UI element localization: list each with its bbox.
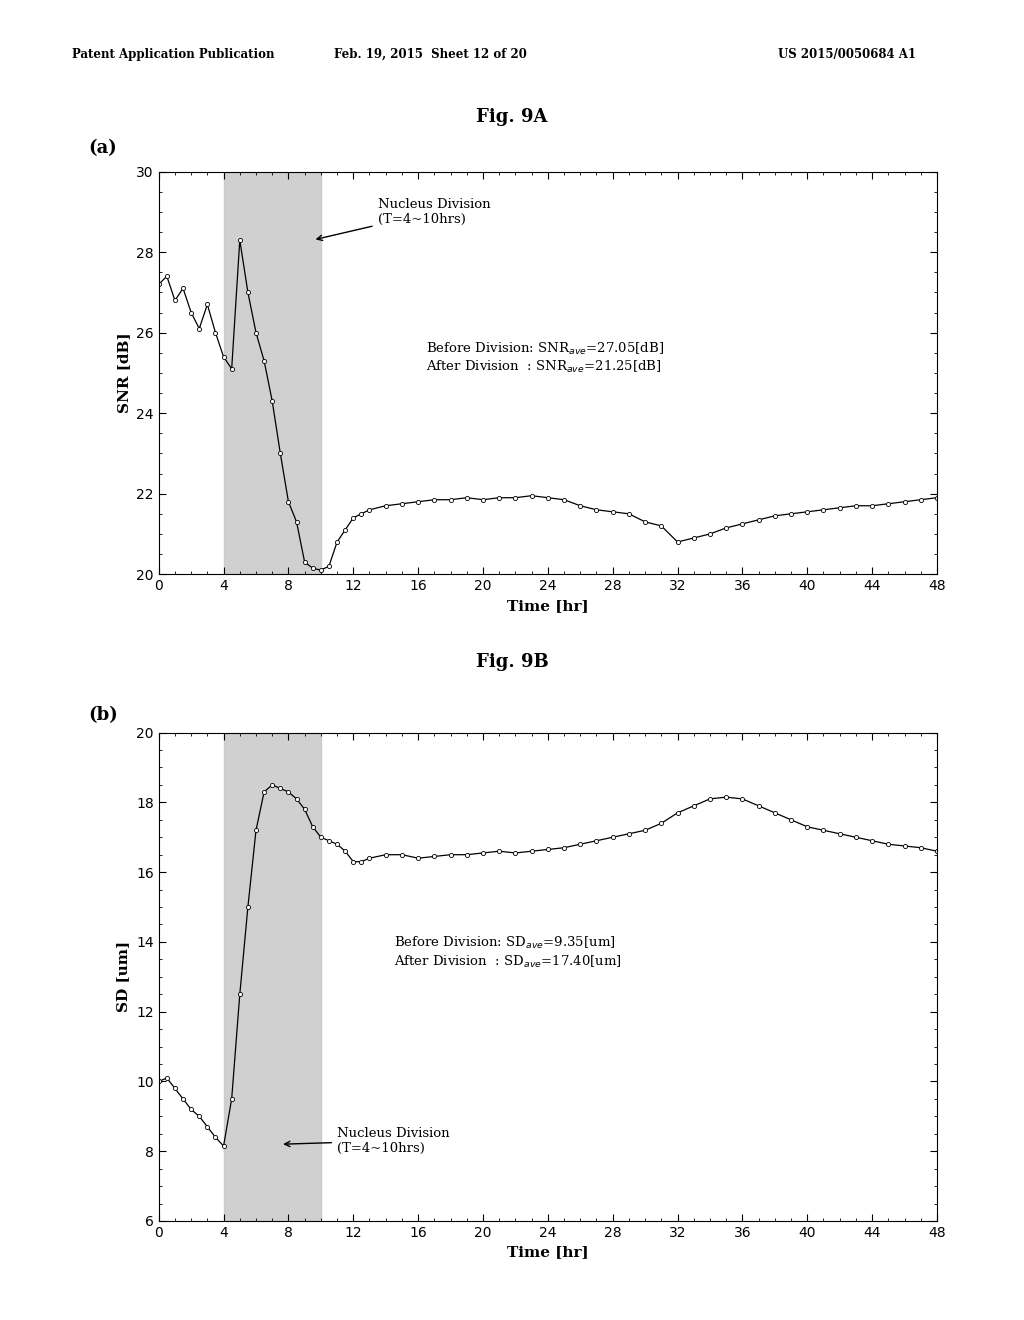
Text: US 2015/0050684 A1: US 2015/0050684 A1 <box>778 48 916 61</box>
Text: Before Division: SD$_{ave}$=9.35[um]
After Division  : SD$_{ave}$=17.40[um]: Before Division: SD$_{ave}$=9.35[um] Aft… <box>394 935 622 969</box>
Text: (b): (b) <box>89 706 119 723</box>
Bar <box>223 733 321 1221</box>
Text: Fig. 9A: Fig. 9A <box>476 108 548 127</box>
Text: Nucleus Division
(T=4~10hrs): Nucleus Division (T=4~10hrs) <box>285 1127 450 1155</box>
Y-axis label: SNR [dB]: SNR [dB] <box>117 333 131 413</box>
Bar <box>223 172 321 574</box>
Y-axis label: SD [um]: SD [um] <box>117 941 130 1012</box>
X-axis label: Time [hr]: Time [hr] <box>507 1245 589 1259</box>
Text: (a): (a) <box>89 140 118 157</box>
X-axis label: Time [hr]: Time [hr] <box>507 598 589 612</box>
Text: Before Division: SNR$_{ave}$=27.05[dB]
After Division  : SNR$_{ave}$=21.25[dB]: Before Division: SNR$_{ave}$=27.05[dB] A… <box>426 341 665 375</box>
Text: Nucleus Division
(T=4~10hrs): Nucleus Division (T=4~10hrs) <box>317 198 490 240</box>
Text: Feb. 19, 2015  Sheet 12 of 20: Feb. 19, 2015 Sheet 12 of 20 <box>334 48 526 61</box>
Text: Fig. 9B: Fig. 9B <box>475 653 549 672</box>
Text: Patent Application Publication: Patent Application Publication <box>72 48 274 61</box>
